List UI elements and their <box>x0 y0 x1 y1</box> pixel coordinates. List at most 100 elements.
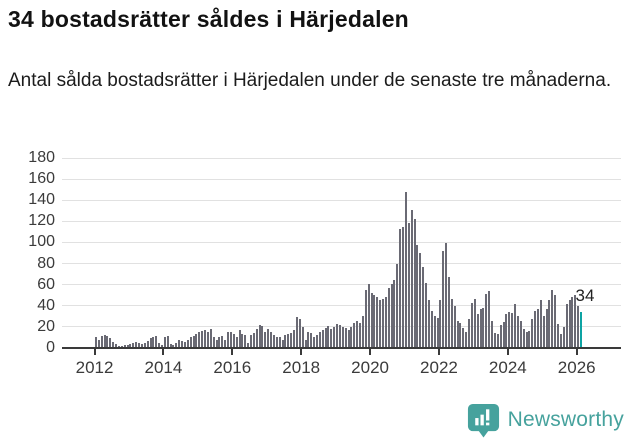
bar <box>140 344 143 348</box>
bar <box>126 345 129 348</box>
bar <box>384 297 387 348</box>
bar <box>514 304 517 348</box>
x-axis-label: 2024 <box>488 358 527 377</box>
bar <box>293 330 296 348</box>
bar <box>470 303 473 348</box>
bar <box>382 299 384 348</box>
bar <box>183 342 186 348</box>
bar <box>491 321 494 348</box>
y-axis-label: 160 <box>28 170 55 188</box>
page-title: 34 bostadsrätter såldes i Härjedalen <box>8 6 409 32</box>
bar <box>255 329 258 348</box>
bar <box>143 343 146 348</box>
bar <box>247 343 250 348</box>
bar <box>290 333 293 348</box>
x-axis-label: 2016 <box>213 358 252 377</box>
x-axis-tick <box>162 349 165 355</box>
bar <box>422 267 425 348</box>
bar <box>516 316 519 348</box>
bar <box>361 316 364 348</box>
bar <box>568 300 571 348</box>
bar <box>321 330 324 348</box>
bar <box>301 327 304 348</box>
y-axis-label: 40 <box>37 296 55 314</box>
bar <box>450 299 453 348</box>
bar <box>539 300 542 348</box>
bar <box>545 309 548 348</box>
bar <box>407 223 410 348</box>
bar <box>163 337 166 348</box>
bar <box>577 306 580 348</box>
y-gridline <box>62 178 621 180</box>
bar <box>221 336 224 348</box>
bar <box>224 340 227 348</box>
chart-subtitle: Antal sålda bostadsrätter i Härjedalen u… <box>8 70 612 91</box>
bar <box>330 329 333 348</box>
bar <box>376 297 379 348</box>
x-axis-tick <box>437 349 440 355</box>
x-axis-tick <box>93 349 96 355</box>
bar <box>272 335 275 348</box>
bar <box>252 333 255 348</box>
bar <box>479 309 482 348</box>
bar <box>235 337 238 348</box>
bar <box>468 319 471 348</box>
bar <box>192 336 195 348</box>
y-axis-label: 0 <box>46 339 55 356</box>
y-axis-label: 100 <box>28 233 55 251</box>
y-axis-label: 20 <box>37 317 55 335</box>
bar <box>571 297 574 348</box>
bar <box>359 323 362 348</box>
bar <box>502 322 505 348</box>
x-axis-label: 2020 <box>351 358 389 377</box>
bar <box>559 334 562 348</box>
bar <box>195 334 198 348</box>
bar <box>186 340 189 348</box>
bar <box>327 326 330 348</box>
bar <box>298 319 301 348</box>
bar <box>115 344 118 348</box>
bar <box>287 334 290 348</box>
bar <box>350 327 353 348</box>
bar <box>218 337 221 348</box>
bar <box>318 332 321 348</box>
bar <box>390 284 393 348</box>
bar <box>531 319 534 348</box>
x-axis-tick <box>369 349 372 355</box>
bar <box>181 341 184 348</box>
bar <box>278 337 281 348</box>
bar <box>459 323 462 348</box>
y-gridline <box>62 241 621 243</box>
bar <box>399 229 402 348</box>
bar <box>336 324 339 348</box>
bar <box>353 323 356 348</box>
y-gridline <box>62 305 621 307</box>
bar <box>379 300 382 348</box>
x-axis-tick <box>506 349 509 355</box>
bar <box>536 309 539 348</box>
bar <box>310 333 313 348</box>
last-value-annotation: 34 <box>575 286 595 305</box>
bar <box>453 306 456 348</box>
bar <box>436 318 439 348</box>
bar <box>333 327 336 348</box>
bar <box>129 344 132 348</box>
bar <box>152 337 155 348</box>
bar <box>212 337 215 348</box>
bar <box>344 328 347 348</box>
bar <box>439 300 442 348</box>
bar <box>402 227 405 348</box>
bar <box>313 337 316 348</box>
bar <box>433 316 436 348</box>
bar <box>580 312 583 348</box>
bar <box>281 340 284 348</box>
bar <box>97 340 100 348</box>
bar <box>373 295 376 348</box>
bar <box>95 337 97 348</box>
bar <box>324 328 327 348</box>
bar <box>161 345 163 348</box>
bar <box>215 340 218 348</box>
bar <box>522 329 525 348</box>
bar <box>258 325 261 348</box>
